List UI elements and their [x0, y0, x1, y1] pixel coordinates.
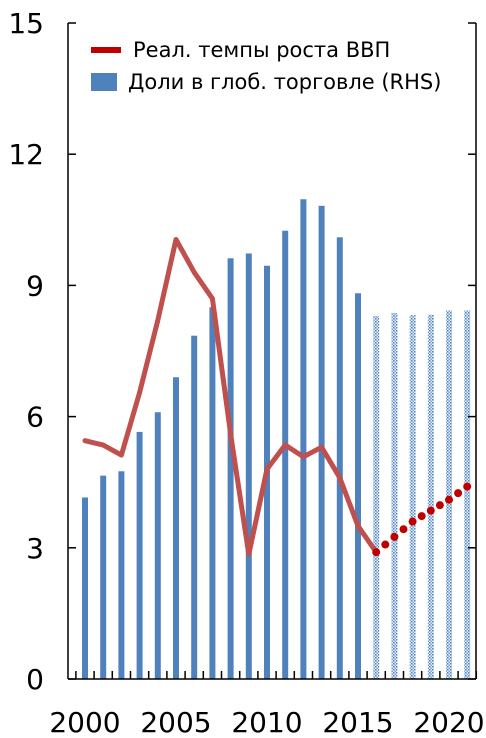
bar	[336, 237, 343, 679]
bar	[464, 310, 471, 679]
bar	[100, 475, 107, 679]
bar	[427, 314, 434, 679]
projection-point	[463, 482, 472, 491]
projection-point	[417, 512, 426, 521]
projection-point	[390, 532, 399, 541]
bar	[282, 230, 289, 679]
y-tick-label: 0	[26, 663, 44, 696]
bar	[191, 335, 198, 679]
x-tick-label: 2015	[322, 706, 393, 738]
y-tick-label: 3	[26, 532, 44, 565]
bar	[318, 205, 325, 679]
bar	[245, 253, 252, 679]
projection-point	[445, 495, 453, 504]
projection-point	[435, 501, 444, 510]
bar	[209, 307, 216, 679]
bar	[227, 258, 234, 679]
y-tick-label: 6	[26, 401, 44, 434]
legend: Реал. темпы роста ВВП Доли в глоб. торго…	[91, 38, 441, 94]
legend-bar-label: Доли в глоб. торговле (RHS)	[128, 70, 441, 94]
y-tick-label: 15	[8, 7, 44, 40]
bar	[391, 312, 398, 679]
legend-line-label: Реал. темпы роста ВВП	[133, 38, 390, 62]
x-tick-label: 2010	[231, 706, 302, 738]
bar	[154, 412, 161, 679]
projection-point	[426, 506, 435, 515]
gdp-growth-line	[82, 236, 379, 557]
projection-point	[372, 548, 381, 557]
y-tick-label: 9	[26, 269, 44, 302]
x-tick-label: 2000	[49, 706, 120, 738]
x-tick-label: 2005	[140, 706, 211, 738]
bar	[355, 293, 361, 679]
y-tick-label: 12	[8, 138, 44, 171]
bar	[300, 199, 307, 679]
bar	[118, 471, 125, 679]
bar	[373, 316, 380, 679]
axes: 0 3 6 9 12 15 2000 2005 2010 2015 2020	[8, 7, 484, 738]
projection-point	[381, 540, 390, 549]
legend-bar-swatch	[91, 73, 117, 91]
x-tick-label: 2020	[413, 706, 484, 738]
bar	[82, 497, 88, 679]
bar	[446, 310, 452, 679]
line-series	[82, 236, 472, 557]
projection-point	[454, 489, 463, 498]
projection-point	[399, 525, 408, 534]
bar-series	[82, 199, 471, 679]
bar	[173, 377, 179, 679]
projection-point	[408, 517, 417, 526]
bar	[136, 431, 143, 679]
bar	[409, 315, 416, 679]
